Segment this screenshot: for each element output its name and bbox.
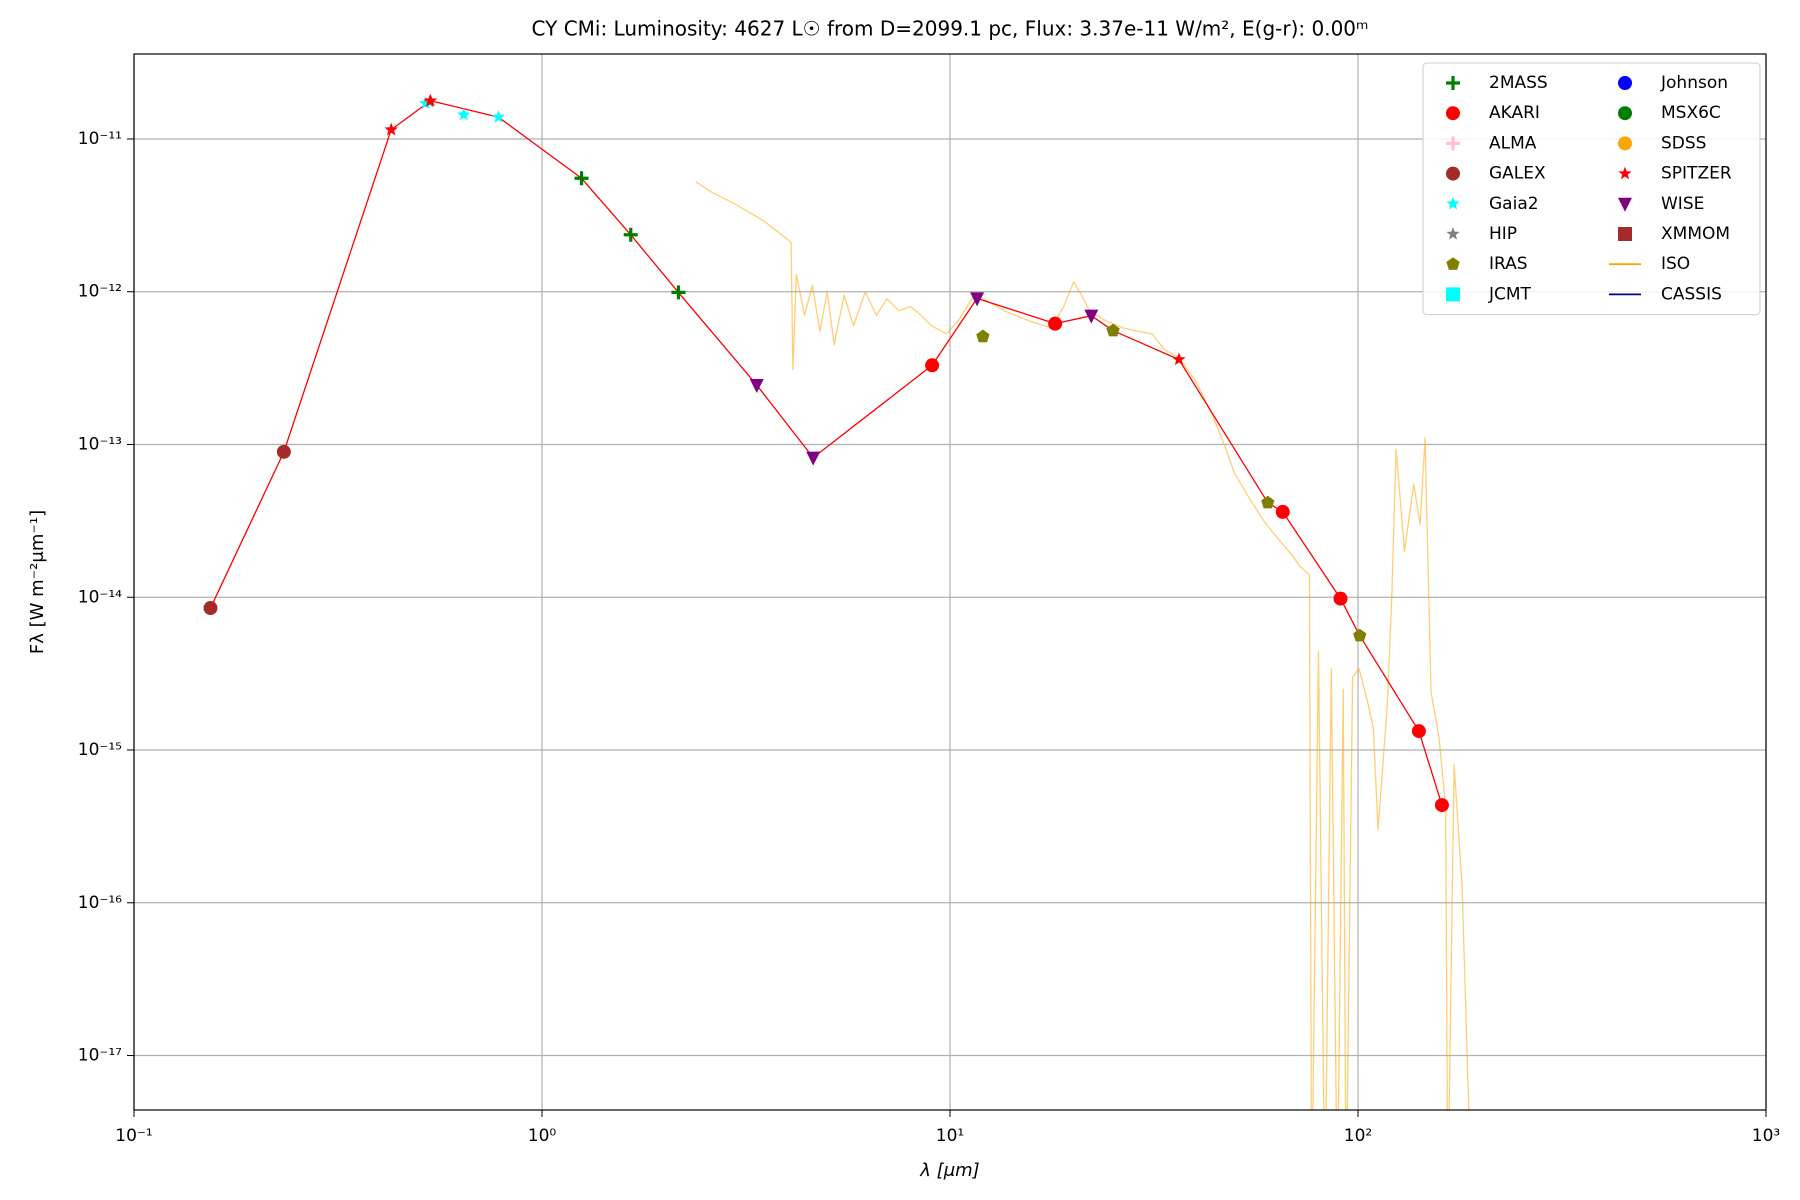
y-tick-label: 10⁻¹³	[78, 434, 122, 454]
star-marker	[1172, 352, 1186, 366]
legend-label: HIP	[1489, 224, 1517, 244]
y-tick-label: 10⁻¹⁶	[78, 893, 122, 913]
legend-label: ISO	[1661, 254, 1690, 274]
legend-label: IRAS	[1489, 254, 1528, 274]
legend-label: AKARI	[1489, 103, 1540, 123]
star-marker	[1446, 227, 1460, 240]
legend-label: Johnson	[1660, 73, 1728, 93]
x-tick-label: 10³	[1752, 1126, 1780, 1146]
plot-area	[203, 93, 1470, 1110]
plus-marker	[1446, 136, 1460, 151]
legend-label: SPITZER	[1661, 164, 1732, 184]
chart-title: CY CMi: Luminosity: 4627 L☉ from D=2099.…	[532, 17, 1369, 41]
circle-marker	[1275, 504, 1290, 519]
legend-box	[1422, 62, 1761, 316]
circle-marker	[276, 444, 291, 459]
spectrum-line	[695, 181, 1470, 1110]
y-axis-label: Fλ [W m⁻²μm⁻¹]	[27, 510, 48, 654]
square-marker	[1618, 227, 1632, 241]
sed-line	[209, 100, 1443, 806]
x-axis-label: λ [μm]	[919, 1160, 979, 1181]
x-tick-label: 10¹	[936, 1126, 964, 1146]
circle-marker	[1411, 724, 1426, 739]
pentagon-marker	[976, 329, 990, 343]
star-marker	[457, 107, 471, 121]
circle-marker	[925, 358, 940, 373]
plus-marker	[623, 227, 638, 242]
y-tick-label: 10⁻¹⁵	[78, 740, 122, 760]
circle-marker	[1618, 76, 1632, 90]
x-tick-label: 10⁰	[528, 1126, 557, 1146]
legend-label: XMMOM	[1661, 224, 1730, 244]
triangle-marker	[749, 379, 764, 394]
triangle-marker	[806, 451, 821, 466]
x-tick-label: 10⁻¹	[115, 1126, 152, 1146]
star-marker	[423, 93, 438, 107]
circle-marker	[1618, 136, 1632, 151]
plus-marker	[671, 285, 686, 300]
pentagon-marker	[1353, 628, 1367, 642]
circle-marker	[1434, 798, 1449, 813]
triangle-marker	[1618, 197, 1632, 212]
star-marker	[491, 110, 506, 123]
legend-label: 2MASS	[1489, 73, 1548, 93]
y-tick-label: 10⁻¹⁴	[78, 587, 122, 607]
legend-label: JCMT	[1488, 284, 1532, 304]
pentagon-marker	[1261, 495, 1275, 509]
circle-marker	[1618, 106, 1632, 121]
legend-label: MSX6C	[1661, 103, 1721, 123]
y-tick-label: 10⁻¹¹	[78, 129, 122, 149]
pentagon-marker	[1446, 257, 1460, 270]
legend-label: CASSIS	[1661, 284, 1722, 304]
y-tick-label: 10⁻¹⁷	[78, 1046, 122, 1066]
circle-marker	[1446, 166, 1460, 181]
star-marker	[1446, 196, 1460, 210]
star-marker	[1618, 166, 1632, 180]
circle-marker	[1446, 106, 1460, 121]
x-tick-label: 10²	[1344, 1126, 1372, 1146]
legend: 2MASS AKARI ALMA GALEX Gaia2 HIP IRAS JCMT Johns…	[1422, 62, 1761, 316]
circle-marker	[203, 601, 218, 616]
square-marker	[1446, 287, 1460, 302]
star-marker	[419, 96, 433, 110]
circle-marker	[1333, 591, 1348, 606]
plus-marker	[1446, 76, 1460, 90]
legend-label: Gaia2	[1489, 194, 1539, 214]
star-marker	[384, 122, 398, 136]
triangle-marker	[970, 292, 985, 307]
y-tick-label: 10⁻¹²	[78, 282, 122, 302]
legend-label: WISE	[1661, 194, 1704, 214]
triangle-marker	[1084, 309, 1099, 324]
ticks: 10⁻¹ 10⁰ 10¹ 10² 10³ 10⁻¹⁷ 10⁻¹⁶ 10⁻¹⁵ 10⁻¹⁴ 10⁻¹…	[78, 129, 1780, 1146]
legend-label: SDSS	[1661, 133, 1706, 153]
circle-marker	[1048, 316, 1063, 331]
legend-label: ALMA	[1489, 133, 1537, 153]
pentagon-marker	[1106, 323, 1120, 337]
plus-marker	[574, 171, 589, 186]
legend-label: GALEX	[1489, 164, 1546, 184]
